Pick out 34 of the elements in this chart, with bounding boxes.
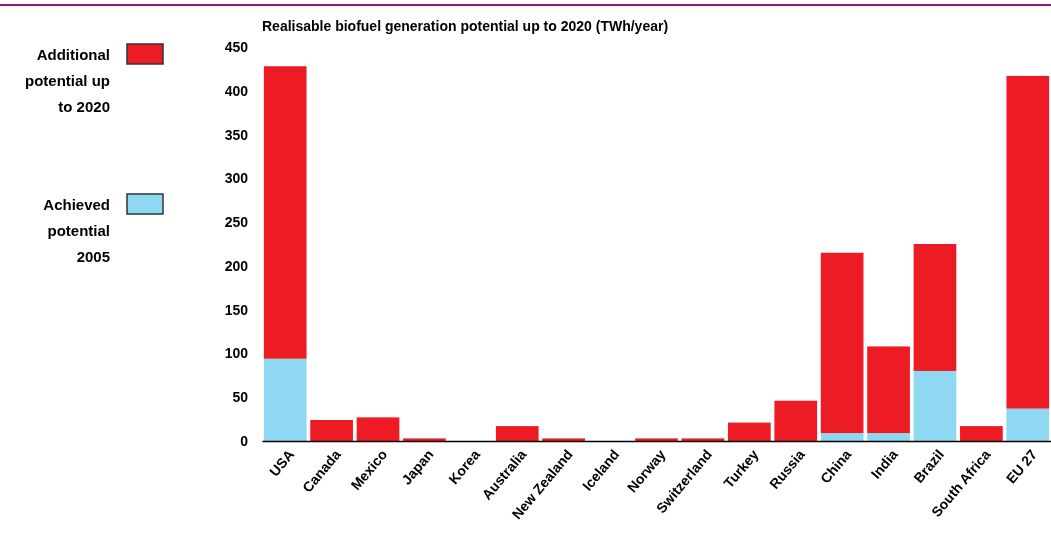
bar xyxy=(913,244,957,371)
y-tick-label: 450 xyxy=(224,38,249,55)
y-tick-label: 50 xyxy=(232,389,249,406)
bar xyxy=(774,400,818,441)
bar xyxy=(1006,408,1050,441)
bar xyxy=(1006,75,1050,409)
y-tick-label: 200 xyxy=(224,257,249,274)
bar xyxy=(263,66,307,359)
legend-label: Achieved potential 2005 xyxy=(43,196,110,265)
legend-label: Additional potential up to 2020 xyxy=(25,46,110,115)
bar xyxy=(867,433,910,441)
y-tick-label: 0 xyxy=(240,432,249,449)
bar xyxy=(403,438,446,441)
y-tick-label: 100 xyxy=(224,345,249,362)
y-tick-label: 350 xyxy=(224,126,249,143)
y-tick-label: 400 xyxy=(224,82,249,99)
bar xyxy=(310,419,353,441)
bar xyxy=(263,358,307,441)
y-tick-label: 250 xyxy=(224,214,249,231)
bar xyxy=(867,346,910,434)
bar xyxy=(820,252,864,434)
y-tick-label: 300 xyxy=(224,170,249,187)
bar xyxy=(681,438,725,441)
bar xyxy=(635,438,678,441)
y-tick-label: 150 xyxy=(224,301,249,318)
bar xyxy=(960,426,1003,441)
bar xyxy=(820,433,864,441)
bar xyxy=(542,438,586,441)
bar xyxy=(495,426,539,441)
x-tick-label: EU 27 xyxy=(1002,446,1041,487)
bar xyxy=(727,422,771,441)
chart-title: Realisable biofuel generation potential up to 2020 (TWh/year) xyxy=(262,18,669,34)
bar xyxy=(356,417,400,441)
bar xyxy=(913,370,957,441)
